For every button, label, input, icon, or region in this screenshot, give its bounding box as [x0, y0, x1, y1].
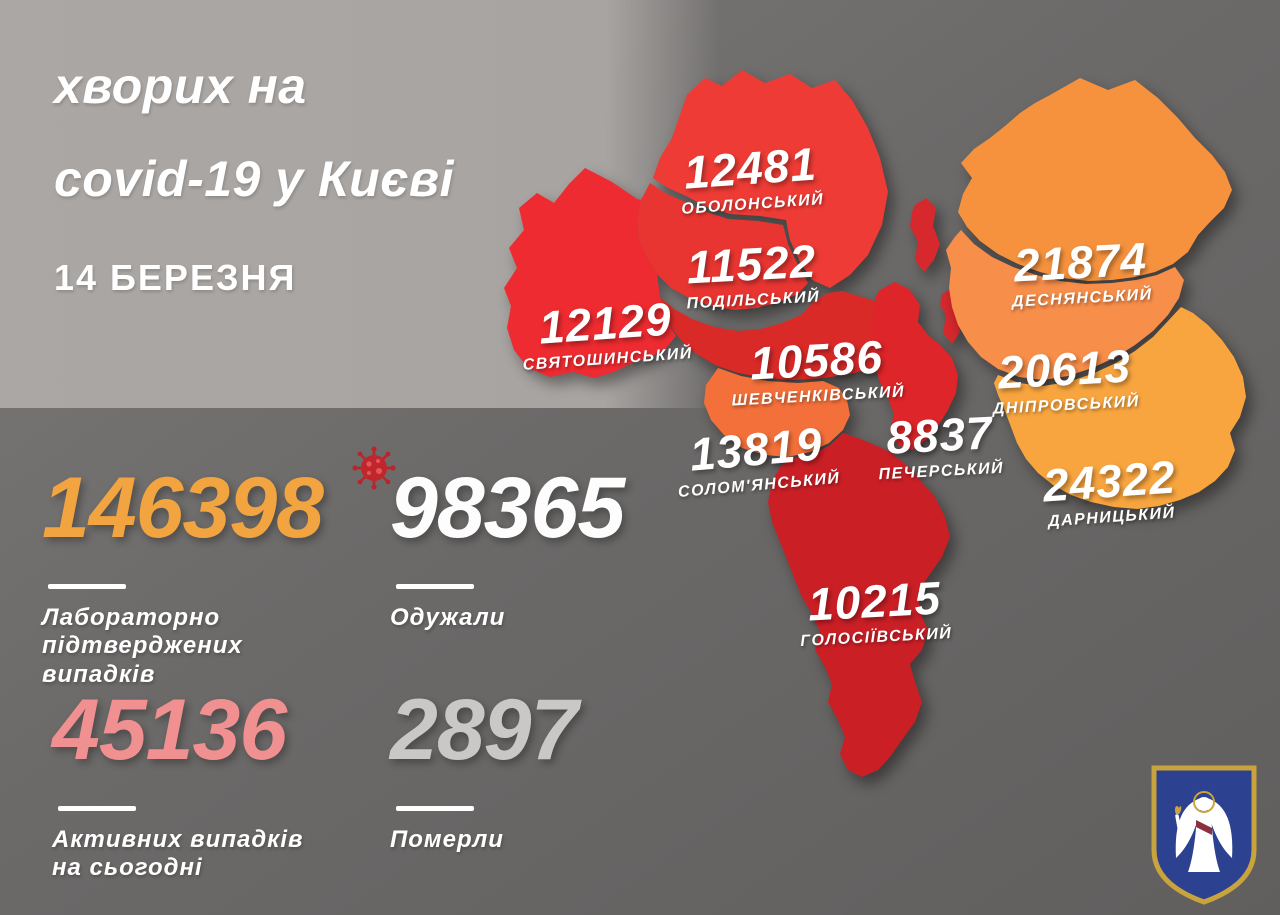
page-title: хворих на covid-19 у Києві [54, 40, 614, 226]
stat-confirmed-value: 146398 [42, 460, 324, 556]
stat-confirmed: 146398 Лабораторно підтверджених випадкі… [42, 460, 392, 690]
stat-recovered: 98365 Одужали [390, 460, 740, 632]
district-shape-sviatoshynskyi [504, 168, 676, 378]
district-shape-obolonskyi [653, 70, 888, 288]
stat-deaths-value: 2897 [390, 682, 578, 778]
river-island-shape-1 [910, 198, 940, 272]
district-shape-shevchenkivskyi [660, 291, 908, 380]
district-shape-dniprovskyi [946, 230, 1184, 380]
kyiv-coat-of-arms [1151, 765, 1257, 905]
stat-confirmed-label: Лабораторно підтверджених випадків [42, 603, 243, 689]
virus-icon [352, 446, 396, 490]
date-label: 14 БЕРЕЗНЯ [54, 257, 297, 298]
stat-active: 45136 Активних випадків на сьогодні [52, 682, 402, 883]
divider-bar [48, 583, 126, 589]
district-shape-pecherskyi [870, 282, 958, 450]
stat-active-value: 45136 [52, 682, 287, 778]
stat-active-label: Активних випадків на сьогодні [52, 825, 304, 882]
divider-bar [396, 583, 474, 589]
stat-deaths: 2897 Померли [390, 682, 740, 854]
kyiv-districts-map [504, 70, 1246, 777]
stat-deaths-label: Померли [390, 825, 504, 853]
divider-bar [58, 805, 136, 811]
page-title-line1: хворих на [54, 58, 307, 114]
district-shape-desnianskyi [958, 78, 1232, 281]
stat-recovered-label: Одужали [390, 603, 506, 631]
divider-bar [396, 805, 474, 811]
district-shape-holosiivskyi [768, 433, 950, 777]
district-shape-darnytskyi [994, 307, 1246, 509]
page-title-line2: covid-19 у Києві [54, 151, 454, 207]
district-shape-solomianskyi [704, 368, 850, 457]
stat-recovered-value: 98365 [390, 460, 625, 556]
district-shape-podilskyi [637, 183, 808, 310]
